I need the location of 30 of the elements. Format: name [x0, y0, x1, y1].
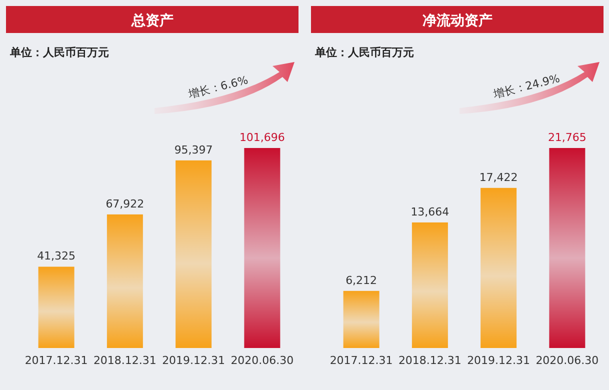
x-tick-label: 2017.12.31: [329, 354, 392, 367]
text: 增长：6.6%: [186, 74, 250, 102]
chart-title: 总资产: [130, 12, 174, 29]
data-label: 41,325: [37, 250, 76, 263]
bar: [480, 188, 516, 348]
bar: [548, 148, 585, 348]
x-tick-label: 2019.12.31: [162, 354, 226, 367]
bar: [244, 148, 280, 348]
text: 增长：24.9%: [490, 72, 561, 102]
data-label: 17,422: [478, 170, 518, 184]
bar: [38, 266, 74, 348]
bar: [176, 160, 212, 348]
data-label: 6,212: [345, 274, 377, 287]
x-tick-label: 2019.12.31: [466, 354, 530, 367]
x-tick-label: 2018.12.31: [398, 354, 461, 367]
bar: [411, 222, 448, 348]
x-tick-label: 2020.06.30: [230, 354, 294, 367]
data-label: 67,922: [106, 197, 144, 210]
bar: [342, 290, 379, 348]
x-tick-label: 2020.06.30: [535, 354, 598, 367]
bar: [106, 214, 143, 348]
data-label: 101,696: [239, 131, 285, 144]
x-tick-label: 2018.12.31: [93, 354, 156, 367]
text: 单位：人民币百万元: [9, 46, 109, 59]
x-tick-label: 2017.12.31: [24, 354, 88, 367]
text: 单位：人民币百万元: [314, 46, 414, 59]
data-label: 95,397: [174, 143, 213, 156]
data-label: 21,765: [547, 131, 586, 144]
chart-title: 净流动资产: [422, 12, 492, 29]
data-label: 13,664: [410, 205, 449, 218]
